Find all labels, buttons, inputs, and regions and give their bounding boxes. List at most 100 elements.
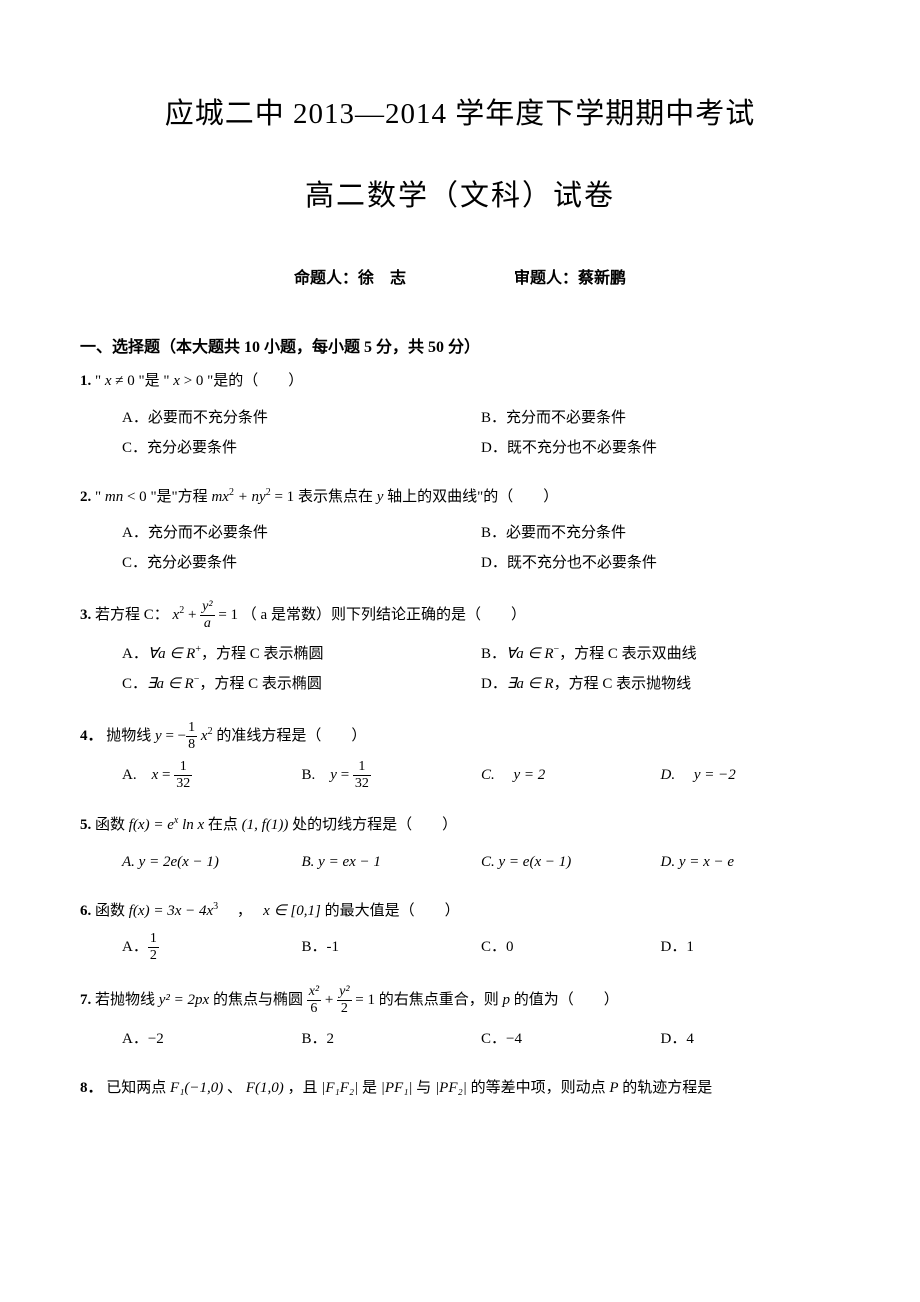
q8-abs3: |PF₂| <box>435 1080 467 1096</box>
author-right-name: 蔡新鹏 <box>578 270 626 287</box>
q1-eq1-var: x <box>105 373 112 389</box>
q4-stem-1: 抛物线 <box>106 728 155 744</box>
q1-number: 1. <box>80 373 91 389</box>
question-3: 3. 若方程 C： x2 + y²a = 1 （ a 是常数）则下列结论正确的是… <box>80 600 840 699</box>
q7-number: 7. <box>80 992 91 1008</box>
author-left-label: 命题人： <box>294 270 358 287</box>
q2-eq-a: mx <box>211 489 229 505</box>
q5-opt-d: D. y = x − e <box>661 847 841 877</box>
q6-fx: f(x) = 3x − 4x <box>129 903 213 919</box>
q7-stem-1: 若抛物线 <box>95 992 159 1008</box>
q5-fx2: ln x <box>178 817 204 833</box>
q1-opt-d: D．既不充分也不必要条件 <box>481 433 840 463</box>
q7-stem-2: 的焦点与椭圆 <box>213 992 307 1008</box>
q8-abs2: |PF₁| <box>381 1080 413 1096</box>
q2-opt-b: B．必要而不充分条件 <box>481 518 840 548</box>
q3-opt-d: D．∃a ∈ R，方程 C 表示抛物线 <box>481 669 840 699</box>
q8-stem-1: 已知两点 <box>106 1080 170 1096</box>
q3-frac-num: y² <box>200 600 214 616</box>
q2-var1: mn <box>105 489 123 505</box>
q8-F1: F₁(−1,0) <box>170 1080 223 1096</box>
q7-frac2-den: 2 <box>337 1001 351 1016</box>
q3-eq-plus: + <box>184 607 200 623</box>
q7-opt-b: B．2 <box>302 1024 482 1054</box>
q5-number: 5. <box>80 817 91 833</box>
q6-stem-3: 的最大值是（ ） <box>325 903 460 919</box>
q8-stem-2: ，且 <box>287 1080 321 1096</box>
q3-opt-c: C．∃a ∈ R−，方程 C 表示椭圆 <box>122 669 481 699</box>
q2-rel1: < 0 <box>123 489 146 505</box>
q7-frac1-den: 6 <box>307 1001 321 1016</box>
q7-eq1: = 1 <box>352 992 375 1008</box>
q4-eq-x: x <box>197 728 207 744</box>
q4-eq-eq: = <box>162 728 178 744</box>
q8-stem-3: 是 <box>362 1080 381 1096</box>
q2-stem-1: " <box>95 489 105 505</box>
q4-frac-num: 1 <box>186 721 197 737</box>
exam-page: 应城二中 2013—2014 学年度下学期期中考试 高二数学（文科）试卷 命题人… <box>0 0 920 1164</box>
q6-dom: x ∈ [0,1] <box>263 903 321 919</box>
authors-line: 命题人：徐 志 审题人：蔡新鹏 <box>80 264 840 288</box>
q4-opt-b: B. y = 132 <box>302 760 482 791</box>
question-4: 4． 抛物线 y = −18 x2 的准线方程是（ ） A. x = 132 B… <box>80 721 840 791</box>
q2-eq-c: = 1 <box>271 489 294 505</box>
q5-stem-3: 处的切线方程是（ ） <box>292 817 457 833</box>
q4-frac-den: 8 <box>186 737 197 752</box>
q4-opt-a: A. x = 132 <box>122 760 302 791</box>
q8-stem-4: 与 <box>416 1080 435 1096</box>
q3-eq-eq: = 1 <box>215 607 238 623</box>
q1-opt-b: B．充分而不必要条件 <box>481 403 840 433</box>
q8-abs1: |F₁F₂| <box>321 1080 358 1096</box>
q4-number: 4． <box>80 728 103 744</box>
q5-fx: f(x) = e <box>129 817 174 833</box>
q7-frac1-num: x² <box>307 985 321 1001</box>
q1-opt-a: A．必要而不充分条件 <box>122 403 481 433</box>
q7-pvar: p <box>503 992 511 1008</box>
q1-eq1-rel: ≠ 0 <box>112 373 135 389</box>
author-left-name: 徐 志 <box>358 270 406 287</box>
q3-stem-1: 若方程 C： <box>95 607 169 623</box>
q1-stem-2: "是 " <box>135 373 174 389</box>
q1-stem-3: "是的（ ） <box>203 373 303 389</box>
q8-F2: F(1,0) <box>246 1080 284 1096</box>
q7-opt-d: D．4 <box>661 1024 841 1054</box>
title-sub: 高二数学（文科）试卷 <box>80 172 840 214</box>
q8-stem-6: 的轨迹方程是 <box>622 1080 712 1096</box>
q1-opt-c: C．充分必要条件 <box>122 433 481 463</box>
q2-opt-a: A．充分而不必要条件 <box>122 518 481 548</box>
q2-opt-c: C．充分必要条件 <box>122 548 481 578</box>
question-2: 2. " mn < 0 "是"方程 mx2 + ny2 = 1 表示焦点在 y … <box>80 485 840 579</box>
q6-opt-d: D．1 <box>661 932 841 963</box>
q7-stem-3: 的右焦点重合，则 <box>379 992 503 1008</box>
q1-eq2-var: x <box>173 373 180 389</box>
q6-opt-b: B．-1 <box>302 932 482 963</box>
author-right-label: 审题人： <box>514 270 578 287</box>
q1-eq2-rel: > 0 <box>180 373 203 389</box>
q5-opt-b: B. y = ex − 1 <box>302 847 482 877</box>
q3-opt-a: A．∀a ∈ R+，方程 C 表示椭圆 <box>122 639 481 669</box>
q3-stem-2: （ a 是常数）则下列结论正确的是（ ） <box>242 607 526 623</box>
question-8: 8． 已知两点 F₁(−1,0) 、 F(1,0) ，且 |F₁F₂| 是 |P… <box>80 1076 840 1102</box>
q1-stem-1: " <box>95 373 105 389</box>
q2-number: 2. <box>80 489 91 505</box>
q8-sep1: 、 <box>227 1080 242 1096</box>
q8-P: P <box>609 1080 618 1096</box>
q4-opt-c: C. y = 2 <box>481 760 661 791</box>
q5-stem-1: 函数 <box>95 817 129 833</box>
q2-eq-b: + ny <box>234 489 266 505</box>
question-6: 6. 函数 f(x) = 3x − 4x3 ， x ∈ [0,1] 的最大值是（… <box>80 899 840 964</box>
q2-stem-3: 表示焦点在 <box>294 489 377 505</box>
q2-stem-4: 轴上的双曲线"的（ ） <box>383 489 558 505</box>
q3-opt-b: B．∀a ∈ R−，方程 C 表示双曲线 <box>481 639 840 669</box>
q6-stem-1: 函数 <box>95 903 129 919</box>
q5-stem-2: 在点 <box>208 817 242 833</box>
q4-stem-2: 的准线方程是（ ） <box>216 728 366 744</box>
q5-opt-c: C. y = e(x − 1) <box>481 847 661 877</box>
q6-stem-2: ， <box>222 903 260 919</box>
question-7: 7. 若抛物线 y² = 2px 的焦点与椭圆 x²6 + y²2 = 1 的右… <box>80 985 840 1054</box>
q7-opt-a: A．−2 <box>122 1024 302 1054</box>
q6-opt-c: C．0 <box>481 932 661 963</box>
q3-frac-den: a <box>200 616 214 631</box>
q4-eq-neg: − <box>178 728 186 744</box>
q6-opt-a: A．12 <box>122 932 302 963</box>
